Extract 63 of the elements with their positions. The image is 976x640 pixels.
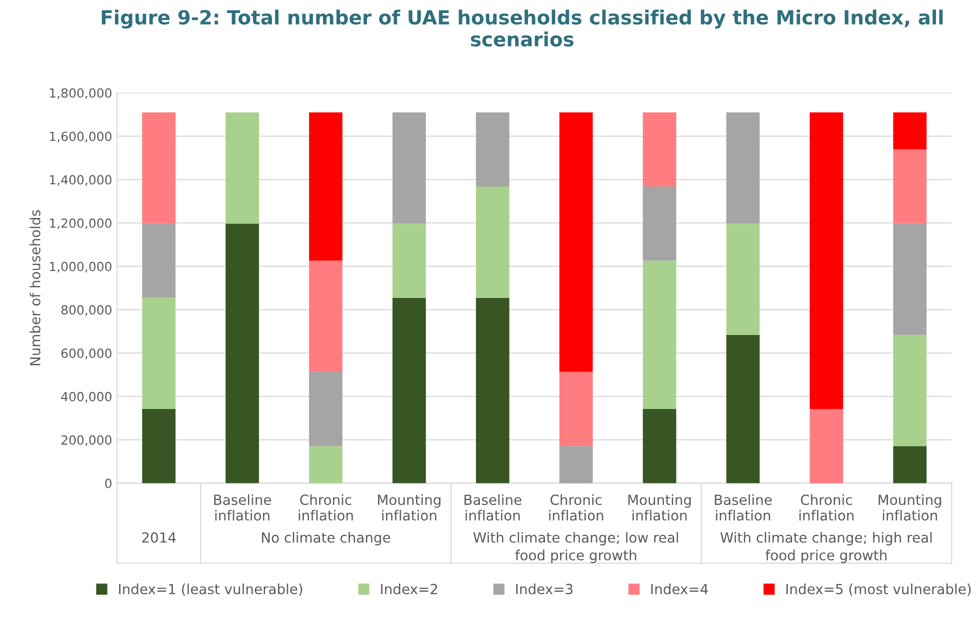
bar bbox=[642, 260, 676, 410]
x-tick-label: Chronic inflation bbox=[549, 494, 604, 521]
x-tick-label: Chronic inflation bbox=[298, 494, 353, 521]
bar bbox=[893, 149, 927, 224]
bar bbox=[392, 112, 426, 224]
bar bbox=[726, 334, 760, 484]
y-tick-label: 1,200,000 bbox=[50, 218, 112, 230]
bar bbox=[476, 186, 510, 298]
bar bbox=[642, 186, 676, 261]
y-tick-label: 600,000 bbox=[61, 348, 112, 360]
bar bbox=[309, 260, 342, 372]
y-tick-label: 1,800,000 bbox=[50, 88, 112, 99]
y-tick-label: 1,600,000 bbox=[50, 132, 112, 142]
text: With climate change; high real food price growth bbox=[720, 532, 932, 564]
bar bbox=[642, 409, 676, 484]
chart-title: Figure 9-2: Total number of UAE households classified by the Micro Index, all scenarios bbox=[102, 10, 943, 47]
bar bbox=[392, 298, 426, 484]
y-tick-label: 0 bbox=[105, 478, 112, 488]
bar bbox=[142, 112, 176, 224]
bar bbox=[810, 409, 844, 484]
text: With climate change; low real food price growth bbox=[473, 532, 678, 564]
bar bbox=[392, 224, 426, 298]
bar bbox=[476, 112, 510, 186]
bar bbox=[893, 446, 927, 484]
text: 2014 bbox=[142, 532, 176, 543]
bar bbox=[226, 224, 259, 484]
bar bbox=[559, 446, 593, 484]
bar bbox=[642, 112, 676, 186]
legend-label: Index=5 (most vulnerable) bbox=[786, 584, 971, 596]
legend-label: Index=4 bbox=[651, 584, 708, 594]
bar bbox=[226, 112, 259, 224]
legend-label: Index=3 bbox=[516, 584, 572, 594]
bar bbox=[309, 372, 342, 446]
bar bbox=[726, 112, 760, 224]
bar bbox=[142, 409, 176, 484]
bar bbox=[559, 112, 593, 372]
y-tick-label: 400,000 bbox=[61, 392, 112, 403]
x-tick-label: Mounting inflation bbox=[628, 494, 691, 521]
y-axis-title: Number of households bbox=[30, 210, 40, 366]
x-tick-label: Baseline inflation bbox=[464, 494, 522, 521]
bar bbox=[142, 298, 176, 410]
bar bbox=[726, 224, 760, 335]
x-tick-label: Baseline inflation bbox=[714, 494, 772, 521]
y-tick-label: 200,000 bbox=[61, 435, 112, 446]
text: No climate change bbox=[262, 532, 390, 546]
x-tick-label: Chronic inflation bbox=[799, 494, 854, 521]
bar bbox=[810, 112, 844, 410]
bar bbox=[893, 224, 927, 335]
legend-label: Index=1 (least vulnerable) bbox=[119, 584, 302, 596]
x-tick-label: Mounting inflation bbox=[878, 494, 942, 521]
bar bbox=[893, 112, 927, 150]
bar bbox=[559, 372, 593, 446]
y-tick-label: 1,400,000 bbox=[50, 175, 112, 186]
x-tick-label: Mounting inflation bbox=[378, 494, 440, 521]
y-tick-label: 800,000 bbox=[61, 305, 112, 316]
bar bbox=[142, 224, 176, 298]
bar bbox=[309, 446, 342, 484]
bar bbox=[476, 298, 510, 484]
y-tick-label: 1,000,000 bbox=[50, 262, 112, 273]
bar bbox=[893, 334, 927, 446]
legend-label: Index=2 bbox=[381, 584, 438, 594]
bar bbox=[309, 112, 342, 261]
x-tick-label: Baseline inflation bbox=[214, 494, 271, 521]
